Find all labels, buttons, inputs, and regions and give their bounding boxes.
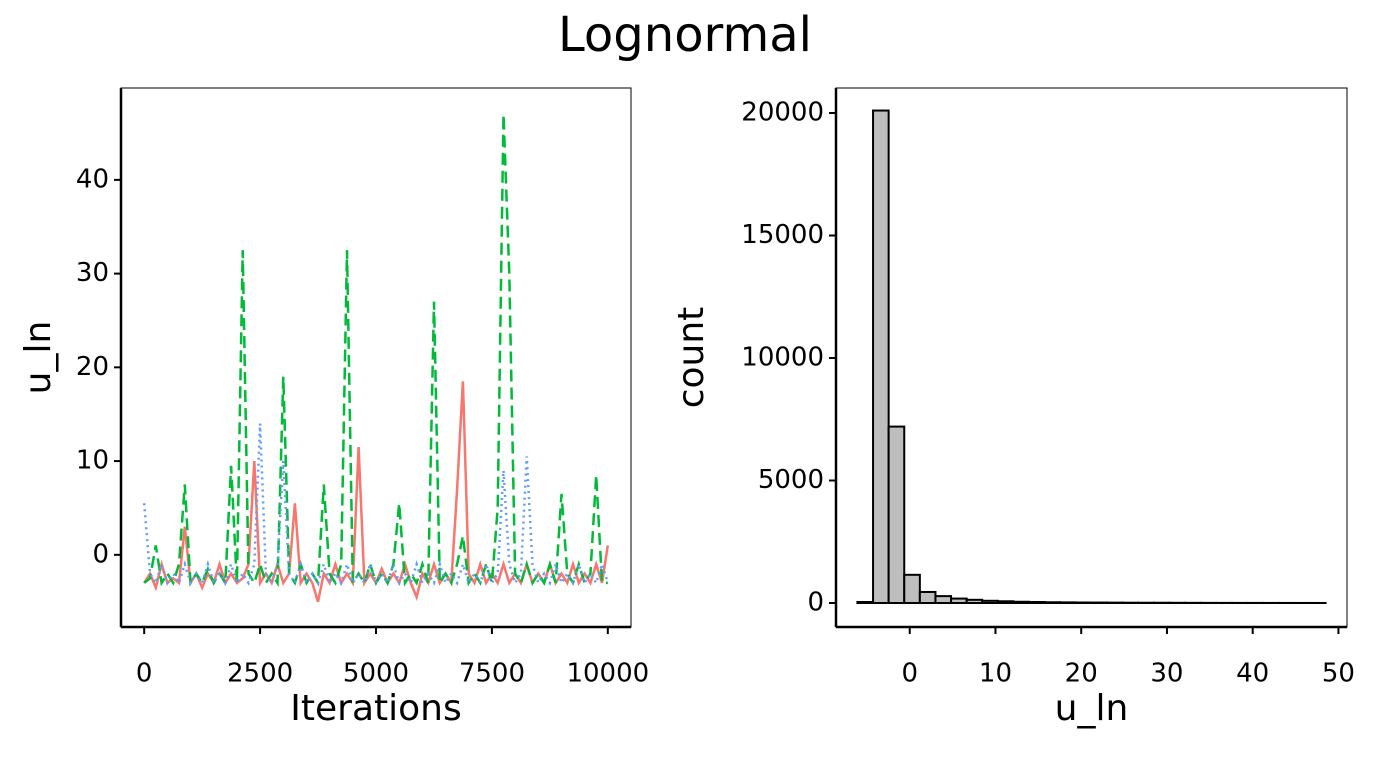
- x-tick-label: 2500: [227, 659, 293, 689]
- trace-line: [143, 381, 610, 603]
- histogram-bar: [981, 599, 999, 604]
- y-tick-label: 0: [92, 539, 109, 569]
- y-tick-label: 30: [76, 258, 109, 288]
- histogram-bar: [872, 109, 890, 604]
- y-tick-label: 40: [76, 164, 109, 194]
- y-tick-label: 10: [76, 446, 109, 476]
- histogram-bar: [1012, 600, 1031, 604]
- histogram-bar: [856, 601, 875, 604]
- y-tick-label: 10000: [741, 342, 824, 372]
- y-tick-label: 20: [76, 352, 109, 382]
- histogram-bar: [903, 573, 921, 604]
- x-tick-label: 10000: [566, 659, 649, 689]
- histogram-bar: [950, 597, 968, 604]
- histogram-bar: [1059, 601, 1077, 604]
- histogram-bar: [1028, 601, 1046, 604]
- plot-frame: [120, 87, 632, 628]
- y-axis-label: u_ln: [18, 321, 59, 395]
- trace-line: [142, 423, 609, 586]
- histogram-bar: [934, 595, 953, 604]
- histogram-bar: [1043, 601, 1062, 604]
- y-axis-label: count: [671, 307, 712, 409]
- x-axis-label: Iterations: [290, 688, 461, 729]
- figure-title: Lognormal: [558, 7, 812, 63]
- histogram-bar: [887, 425, 906, 604]
- x-axis-label: u_ln: [1055, 688, 1129, 729]
- y-tick-label: 5000: [758, 465, 824, 495]
- x-tick-label: 0: [901, 659, 918, 689]
- histogram-bar: [996, 600, 1015, 604]
- y-tick-label: 15000: [741, 220, 824, 250]
- y-tick-label: 20000: [741, 97, 824, 127]
- plot-frame: [835, 87, 1348, 628]
- x-tick-label: 50: [1322, 659, 1355, 689]
- x-tick-label: 10: [979, 659, 1012, 689]
- x-tick-label: 5000: [343, 659, 409, 689]
- x-tick-label: 20: [1065, 659, 1098, 689]
- x-tick-label: 40: [1236, 659, 1269, 689]
- trace-line: [143, 114, 608, 588]
- histogram-bar: [965, 598, 984, 604]
- x-tick-label: 30: [1150, 659, 1183, 689]
- y-tick-label: 0: [807, 587, 824, 617]
- x-tick-label: 0: [136, 659, 153, 689]
- histogram-bar: [918, 590, 937, 604]
- x-tick-label: 7500: [459, 659, 525, 689]
